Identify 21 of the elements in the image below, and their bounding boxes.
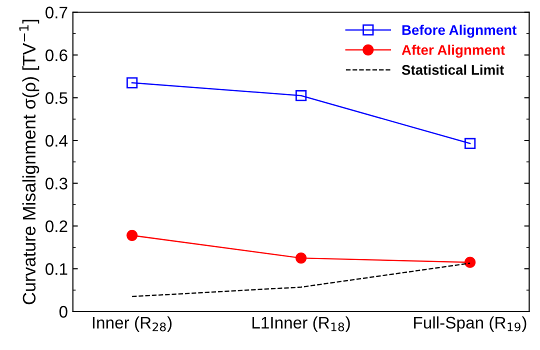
legend-label: Statistical Limit [402,64,504,75]
point [126,230,138,241]
y-tick-label: 0.6 [46,49,68,62]
y-tick-label: 0.2 [46,220,68,232]
y-tick-label: 0.7 [46,6,68,18]
y-tick-label: 0.5 [46,92,68,104]
x-tick-label: Inner (R$_{28}$) [92,316,172,332]
y-tick-label: 0.3 [46,178,68,190]
x-tick-label: Full-Span (R$_{19}$) [414,316,526,332]
y-tick-label: 0.1 [46,263,68,275]
legend-label: Before Alignment [402,24,517,38]
point [295,252,307,264]
point [464,138,476,150]
point [295,90,307,102]
point [126,77,138,88]
y-axis-title: Curvature Misalignment σ(ρ) [TV$^{−1}$] [19,20,40,304]
point [464,256,476,268]
x-tick-label: L1Inner (R$_{18}$) [252,316,350,332]
y-tick-label: 0.4 [46,134,68,147]
y-tick-label: 0 [59,306,68,318]
legend-label: After Alignment [402,44,505,58]
